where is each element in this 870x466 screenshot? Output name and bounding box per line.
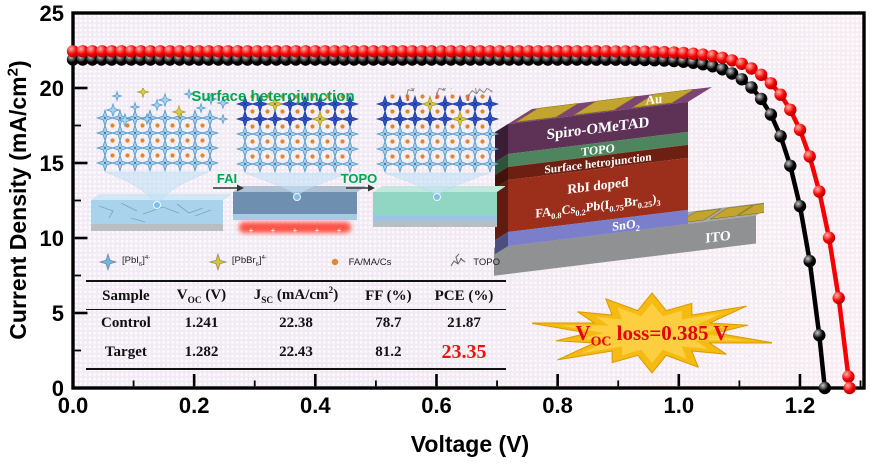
topo-molecule-icon [435,77,460,99]
legend-label: FA/MA/Cs [348,256,392,268]
x-tick-label: 0.0 [58,393,89,418]
legend-label: [PbI6]4- [122,255,151,269]
table-cell: 1.241 [184,315,219,331]
x-tick-label: 1.2 [785,393,816,418]
fai-step-arrow: FAI [213,171,244,192]
svg-text:+: + [315,226,320,235]
table-cell: 1.282 [184,344,219,360]
y-tick-label: 15 [40,151,64,176]
table-row: Target 1.282 22.43 81.2 23.35 [86,336,506,369]
table-cell: 22.43 [279,344,313,360]
voc-loss-burst: VOC loss=0.385 V [529,283,775,388]
legend-item: TOPO [449,253,500,271]
table-header-row: Sample VOC (V) JSC (mA/cm2) FF (%) PCE (%) [86,281,506,310]
x-tick-label: 0.6 [421,393,452,418]
table-cell: 21.87 [447,315,481,331]
legend-item: [PbBr6]4- [208,253,267,271]
x-axis-title: Voltage (V) [411,431,529,457]
table-row: Control 1.241 22.38 78.7 21.87 [86,310,506,337]
schematic-art: + + + + + [91,77,506,235]
y-tick-label: 0 [52,376,64,401]
jv-parameters-table: Sample VOC (V) JSC (mA/cm2) FF (%) PCE (%) Co… [86,280,506,370]
y-tick-label: 10 [40,226,64,251]
table-header-cell: VOC (V) [165,281,238,310]
y-tick-label: 25 [40,1,64,26]
y-axis-title: Current Density (mA/cm2) [4,60,31,339]
x-tick-label: 0.8 [542,393,573,418]
surface-treatment-schematic: + + + + + Surface heterojunction FAI TOPO [85,77,506,255]
svg-text:+: + [293,226,298,235]
legend-item: [PbI6]4- [98,253,150,271]
table-cell: 81.2 [375,344,402,360]
topo-label: TOPO [341,171,378,186]
legend-label: [PbBr6]4- [231,255,267,269]
table-header-cell: Sample [86,281,166,310]
topo-step-arrow: TOPO [341,171,378,192]
table-cell: Target [104,344,147,360]
x-tick-label: 0.4 [300,393,331,418]
legend-item: FA/MA/Cs [325,253,392,271]
x-tick-label: 1.0 [664,393,695,418]
fai-label: FAI [217,171,237,186]
device-structure: Au Spiro-OMeTAD TOPO Surface hetrojunction R… [492,78,782,288]
schematic-legend: [PbI6]4- [PbBr6]4- FA/MA/Cs TOPO [98,249,500,275]
svg-text:+: + [249,226,254,235]
table-header-cell: JSC (mA/cm2) [237,281,355,310]
svg-text:+: + [337,226,342,235]
surface-heterojunction-label: Surface heterojunction [191,88,354,105]
cation-dot-icon [331,258,338,266]
ito-label: ITO [705,228,730,247]
legend-label: TOPO [473,256,500,268]
table-cell: 23.35 [441,341,487,363]
au-label: Au [646,91,663,108]
table-cell: 78.7 [375,315,402,331]
table-header-cell: FF (%) [354,281,422,310]
svg-text:+: + [271,226,276,235]
table-cell: Control [101,315,151,331]
x-tick-label: 0.2 [179,393,210,418]
table-header-cell: PCE (%) [421,281,506,310]
y-tick-label: 20 [40,76,64,101]
topo-molecule-icon [450,253,466,267]
y-tick-label: 5 [52,301,64,326]
table-cell: 22.38 [279,315,313,331]
pbbr6-diamond-icon [208,253,228,271]
pbi6-diamond-icon [98,253,118,271]
